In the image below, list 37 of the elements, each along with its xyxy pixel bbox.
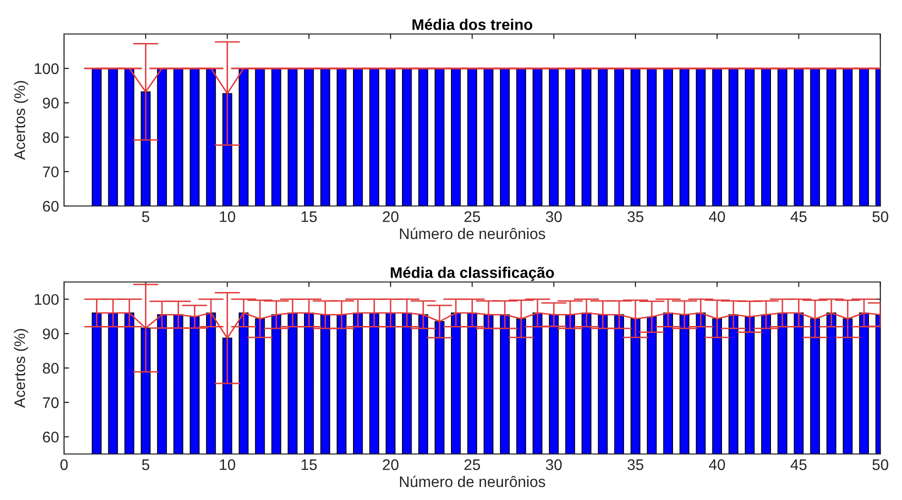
chart-title: Média da classificação bbox=[390, 266, 554, 282]
x-tick-label: 20 bbox=[382, 211, 398, 222]
x-tick-label: 15 bbox=[302, 459, 317, 470]
y-tick-label: 100 bbox=[34, 63, 59, 74]
y-axis-title: Acertos (%) bbox=[14, 81, 28, 160]
x-tick-label: 5 bbox=[142, 211, 150, 222]
x-tick-label: 10 bbox=[220, 211, 236, 222]
x-tick-label: 25 bbox=[464, 459, 480, 470]
y-tick-label: 70 bbox=[42, 166, 59, 178]
y-tick-label: 80 bbox=[42, 132, 59, 143]
x-axis-title: Número de neurônios bbox=[400, 228, 546, 240]
y-tick-label: 70 bbox=[42, 397, 59, 408]
x-tick-label: 45 bbox=[790, 211, 807, 222]
y-tick-label: 60 bbox=[42, 200, 59, 212]
x-tick-label: 45 bbox=[790, 459, 807, 470]
y-tick-label: 90 bbox=[42, 328, 59, 340]
y-axis-title: Acertos (%) bbox=[14, 329, 28, 408]
x-tick-label: 30 bbox=[546, 459, 562, 470]
y-tick-label: 60 bbox=[42, 432, 59, 442]
x-tick-label: 10 bbox=[220, 459, 236, 470]
y-tick-label: 90 bbox=[42, 98, 59, 108]
x-tick-label: 25 bbox=[464, 211, 480, 222]
y-tick-label: 80 bbox=[42, 362, 59, 374]
x-tick-label: 30 bbox=[546, 211, 562, 222]
x-tick-label: 15 bbox=[302, 211, 317, 222]
y-tick-label: 100 bbox=[34, 294, 59, 305]
x-tick-label: 0 bbox=[60, 459, 68, 470]
x-tick-label: 35 bbox=[628, 211, 644, 222]
x-tick-label: 5 bbox=[142, 459, 150, 470]
x-tick-label: 20 bbox=[382, 459, 398, 470]
x-axis-title: Número de neurônios bbox=[400, 476, 546, 488]
x-tick-label: 35 bbox=[628, 459, 644, 470]
x-tick-label: 40 bbox=[708, 459, 725, 470]
x-tick-label: 40 bbox=[708, 211, 725, 222]
x-tick-label: 50 bbox=[872, 459, 888, 470]
chart-title: Média dos treino bbox=[412, 18, 532, 30]
x-tick-label: 50 bbox=[872, 211, 888, 222]
